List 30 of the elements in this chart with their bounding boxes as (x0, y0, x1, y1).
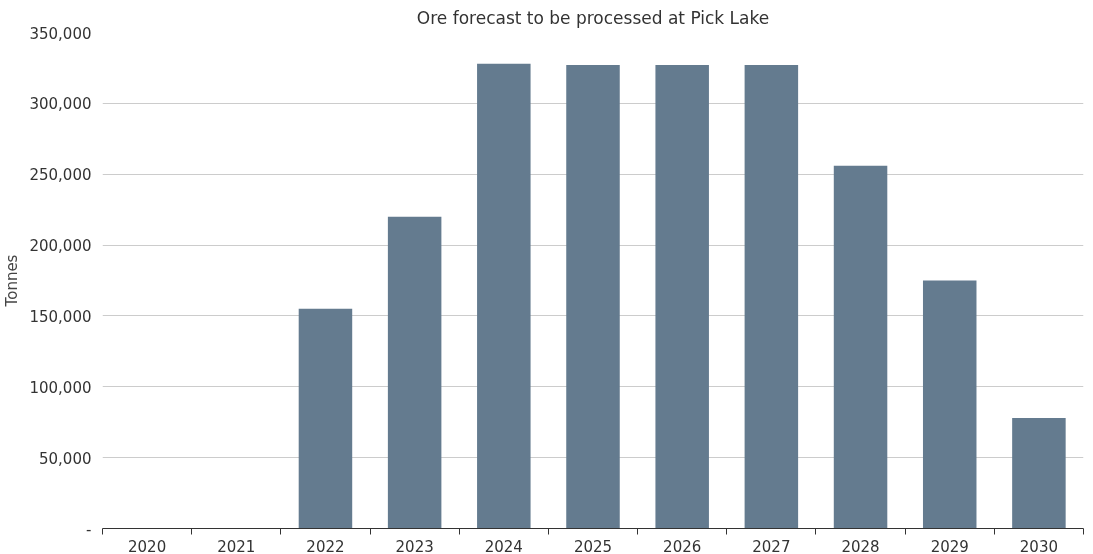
bar (1012, 417, 1066, 529)
y-tick-label: - (86, 520, 92, 539)
x-tick-label: 2026 (663, 537, 702, 554)
y-tick-label: 150,000 (29, 307, 92, 326)
y-tick-label: 300,000 (29, 95, 92, 114)
y-tick-label: 350,000 (29, 24, 92, 43)
y-tick-label: 100,000 (29, 378, 92, 397)
bar (566, 65, 620, 529)
x-tick-label: 2028 (841, 537, 880, 554)
x-tick-label: 2025 (573, 537, 613, 554)
bar (655, 65, 709, 529)
y-axis-title: Tonnes (3, 254, 22, 308)
bar (298, 308, 353, 529)
x-tick-label: 2030 (1019, 537, 1059, 554)
bar (833, 165, 888, 529)
x-tick-label: 2023 (395, 537, 434, 554)
bar (387, 216, 442, 529)
x-tick-label: 2029 (930, 537, 969, 554)
bar (922, 280, 977, 529)
x-tick-label: 2024 (484, 537, 523, 554)
y-tick-label: 250,000 (29, 166, 92, 185)
y-tick-label: 50,000 (39, 449, 92, 468)
bar (477, 63, 531, 529)
bar (744, 65, 799, 529)
y-tick-label: 200,000 (29, 237, 92, 256)
x-tick-label: 2021 (217, 537, 256, 554)
x-tick-label: 2020 (128, 537, 167, 554)
x-tick-label: 2022 (306, 537, 345, 554)
chart-title: Ore forecast to be processed at Pick Lake (416, 7, 770, 28)
x-tick-label: 2027 (752, 537, 791, 554)
